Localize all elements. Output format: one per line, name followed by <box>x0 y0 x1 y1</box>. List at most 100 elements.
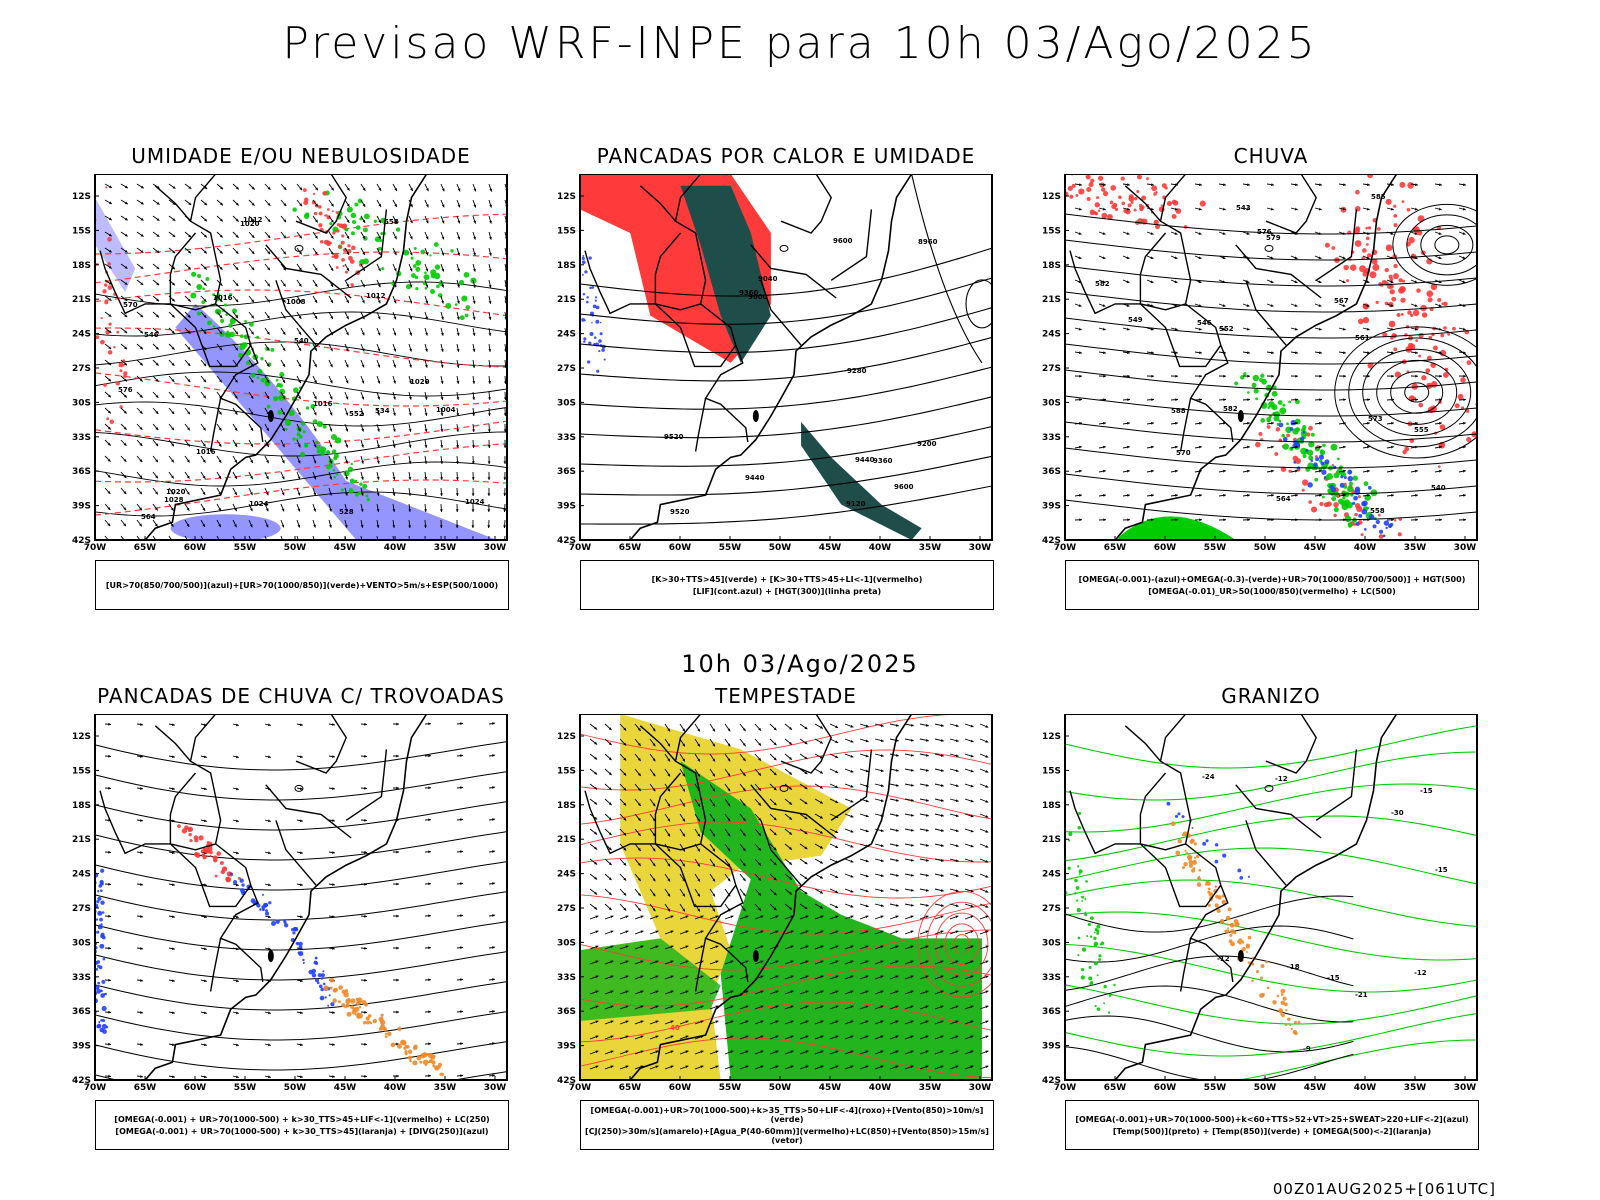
lat-tick-label: 15S <box>557 766 576 776</box>
lat-tick-label: 30S <box>72 398 91 408</box>
contour-label: 549 <box>1128 316 1143 324</box>
contour-label: 9600 <box>748 293 768 301</box>
lat-tick-label: 33S <box>72 433 91 443</box>
contour-label: 546 <box>144 331 159 339</box>
lat-tick-label: 36S <box>72 467 91 477</box>
lat-tick-label: 39S <box>72 1042 91 1052</box>
lat-tick-label: 27S <box>557 904 576 914</box>
legend-box: [OMEGA(-0.001)-(azul)+OMEGA(-0.3)-(verde… <box>1065 560 1479 610</box>
legend-text: [OMEGA(-0.001)+UR>70(1000-500)+k>35_TTS>… <box>590 1105 984 1124</box>
contour-label: 1020 <box>410 378 430 386</box>
contour-label: 9280 <box>847 367 867 375</box>
lat-tick-label: 15S <box>72 226 91 236</box>
lon-tick-label: 60W <box>184 543 207 553</box>
lat-tick-label: 39S <box>557 1042 576 1052</box>
lon-tick-label: 45W <box>334 1083 357 1093</box>
lat-tick-label: 33S <box>557 973 576 983</box>
contour-label: 576 <box>118 386 133 394</box>
contour-label: 9520 <box>664 433 684 441</box>
lon-tick-label: 55W <box>1204 543 1227 553</box>
lon-tick-label: 30W <box>484 1083 507 1093</box>
contour-label: 40 <box>670 1024 680 1032</box>
contour-label: -15 <box>1420 787 1433 795</box>
lat-tick-label: 36S <box>72 1007 91 1017</box>
lat-tick-label: 12S <box>557 732 576 742</box>
lat-tick-label: 42S <box>557 536 576 546</box>
map-panel-pancadas-calor: PANCADAS POR CALOR E UMIDADE 9600 9600 9520… <box>557 144 1050 624</box>
contour-label: 1016 <box>213 294 233 302</box>
forecast-time-label: 10h 03/Ago/2025 <box>681 650 919 678</box>
lon-tick-label: 50W <box>769 543 792 553</box>
lat-tick-label: 21S <box>72 295 91 305</box>
lon-tick-label: 65W <box>619 543 642 553</box>
panel-title: PANCADAS DE CHUVA C/ TROVOADAS <box>97 684 505 708</box>
lat-tick-label: 12S <box>1042 732 1061 742</box>
contour-label: 8960 <box>918 238 938 246</box>
contour-label: 9440 <box>855 456 875 464</box>
lat-tick-label: 21S <box>557 835 576 845</box>
legend-text: [OMEGA(-0.001) + UR>70(1000-500) + k>30_… <box>115 1126 489 1136</box>
legend-text: [UR>70(850/700/500)](azul)+[UR>70(1000/8… <box>105 580 499 590</box>
contour-label: 9600 <box>833 237 853 245</box>
lon-tick-label: 30W <box>1454 1083 1477 1093</box>
lat-tick-label: 21S <box>72 835 91 845</box>
lat-tick-label: 42S <box>1042 536 1061 546</box>
lat-tick-label: 30S <box>72 938 91 948</box>
lon-tick-label: 50W <box>769 1083 792 1093</box>
lat-tick-label: 42S <box>557 1076 576 1086</box>
contour-label: 9440 <box>745 474 765 482</box>
lat-tick-label: 12S <box>1042 192 1061 202</box>
lon-tick-label: 35W <box>919 1083 942 1093</box>
lon-tick-label: 55W <box>719 543 742 553</box>
lat-tick-label: 30S <box>557 398 576 408</box>
lat-tick-label: 15S <box>1042 766 1061 776</box>
lat-tick-label: 12S <box>72 732 91 742</box>
contour-label: 543 <box>1236 204 1251 212</box>
legend-text: [CJ(250)>30m/s](amarelo)+[Agua_P(40-60mm… <box>585 1126 989 1145</box>
lon-tick-label: 60W <box>1154 1083 1177 1093</box>
contour-label: 567 <box>1334 297 1349 305</box>
weather-map: -9 -12 -12 -12 -15 -15 -18 -21 -24 -30 -15 12S 15S 18… <box>1042 714 1478 1093</box>
contour-label: 558 <box>1370 507 1385 515</box>
lon-tick-label: 50W <box>1254 1083 1277 1093</box>
lon-tick-label: 70W <box>569 543 592 553</box>
contour-label: -18 <box>1287 963 1300 971</box>
lat-tick-label: 27S <box>72 364 91 374</box>
lon-tick-label: 35W <box>919 543 942 553</box>
lon-tick-label: 30W <box>969 1083 992 1093</box>
lat-tick-label: 42S <box>72 1076 91 1086</box>
contour-label: 1016 <box>196 448 216 456</box>
lat-tick-label: 27S <box>1042 904 1061 914</box>
lon-tick-label: 70W <box>569 1083 592 1093</box>
map-panel-umidade: UMIDADE E/OU NEBULOSIDADE 1016 1016 1020 102… <box>72 144 565 624</box>
lat-tick-label: 30S <box>557 938 576 948</box>
lat-tick-label: 15S <box>1042 226 1061 236</box>
lon-tick-label: 40W <box>869 1083 892 1093</box>
lat-tick-label: 18S <box>557 801 576 811</box>
lon-tick-label: 50W <box>1254 543 1277 553</box>
legend-text: [LIF](cont.azul) + [HGT(300)](linha pret… <box>692 586 882 596</box>
legend-box: [OMEGA(-0.001) + UR>70(1000-500) + k>30_… <box>95 1100 509 1150</box>
lat-tick-label: 24S <box>1042 330 1061 340</box>
lat-tick-label: 36S <box>557 1007 576 1017</box>
lon-tick-label: 65W <box>1104 543 1127 553</box>
lon-tick-label: 40W <box>1354 543 1377 553</box>
legend-text: [K>30+TTS>45](verde) + [K>30+TTS>45+LI<-… <box>651 574 923 584</box>
contour-label: -15 <box>1327 974 1340 982</box>
contour-label: 9520 <box>670 508 690 516</box>
lat-tick-label: 21S <box>1042 835 1061 845</box>
lon-tick-label: 55W <box>234 1083 257 1093</box>
contour-label: 534 <box>375 407 390 415</box>
contour-label: 570 <box>1176 449 1191 457</box>
lat-tick-label: 27S <box>557 364 576 374</box>
contour-label: -12 <box>1217 955 1230 963</box>
contour-label: 1024 <box>465 498 485 506</box>
lon-tick-label: 30W <box>1454 543 1477 553</box>
lat-tick-label: 18S <box>72 261 91 271</box>
lat-tick-label: 33S <box>72 973 91 983</box>
lat-tick-label: 27S <box>72 904 91 914</box>
lat-tick-label: 15S <box>557 226 576 236</box>
lat-tick-label: 21S <box>557 295 576 305</box>
